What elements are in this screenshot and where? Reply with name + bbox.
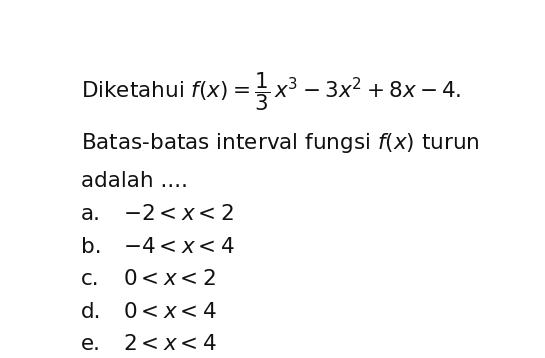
Text: Batas-batas interval fungsi $f(x)$ turun: Batas-batas interval fungsi $f(x)$ turun bbox=[81, 131, 480, 155]
Text: $0 < x < 2$: $0 < x < 2$ bbox=[123, 269, 216, 289]
Text: $-4 < x < 4$: $-4 < x < 4$ bbox=[123, 237, 235, 257]
Text: Diketahui $f(x) = \dfrac{1}{3}\,x^3 - 3x^2 + 8x - 4.$: Diketahui $f(x) = \dfrac{1}{3}\,x^3 - 3x… bbox=[81, 71, 461, 113]
Text: a.: a. bbox=[81, 204, 101, 224]
Text: c.: c. bbox=[81, 269, 99, 289]
Text: $0 < x < 4$: $0 < x < 4$ bbox=[123, 302, 217, 322]
Text: adalah ....: adalah .... bbox=[81, 171, 188, 191]
Text: $-2 < x < 2$: $-2 < x < 2$ bbox=[123, 204, 234, 224]
Text: b.: b. bbox=[81, 237, 101, 257]
Text: d.: d. bbox=[81, 302, 101, 322]
Text: e.: e. bbox=[81, 334, 101, 354]
Text: $2 < x < 4$: $2 < x < 4$ bbox=[123, 334, 217, 354]
